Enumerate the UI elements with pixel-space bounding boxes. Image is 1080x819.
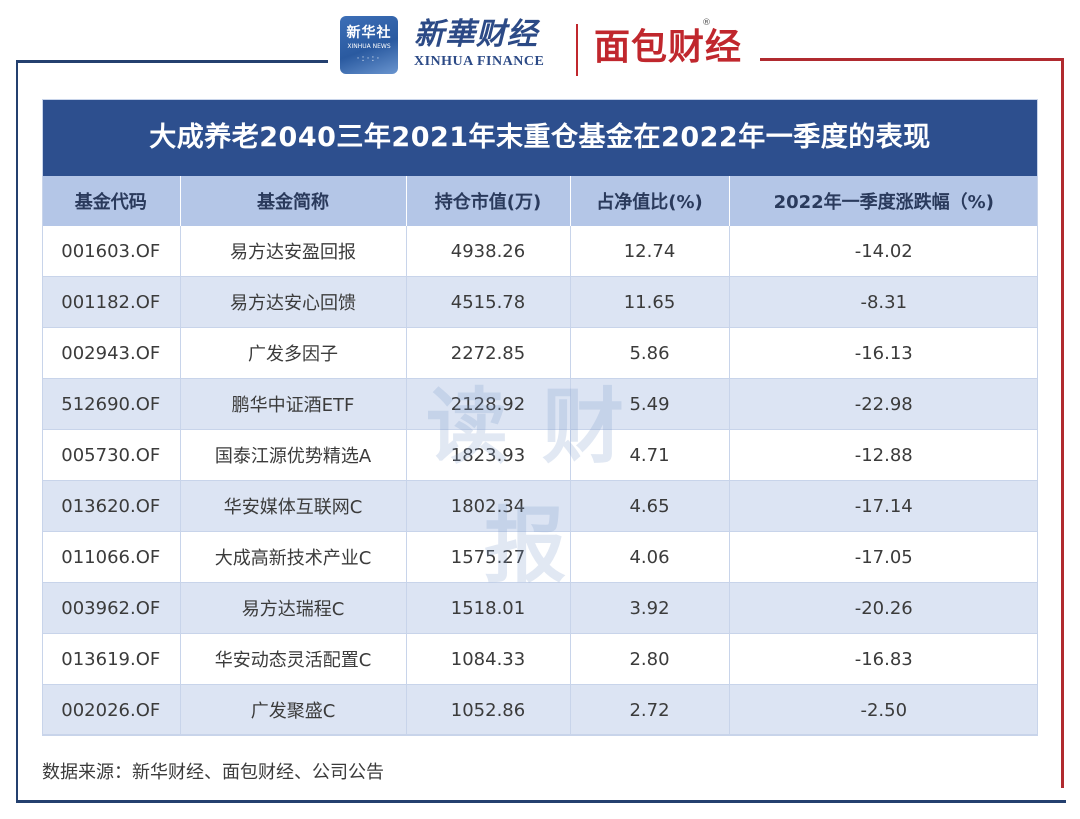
frame-top-right-line	[760, 58, 1064, 61]
data-source-note: 数据来源：新华财经、面包财经、公司公告	[42, 762, 384, 783]
fund-name-cell: 华安媒体互联网C	[180, 480, 407, 532]
market-value-cell: 1802.34	[406, 480, 571, 532]
logo-separator	[576, 24, 578, 76]
market-value-cell: 2272.85	[406, 327, 571, 379]
column-header-market-value: 持仓市值(万)	[406, 176, 571, 226]
xinhua-finance-logo-en: XINHUA FINANCE	[414, 54, 545, 69]
column-header-fund-code: 基金代码	[42, 176, 181, 226]
column-header-fund-name: 基金简称	[180, 176, 407, 226]
table-row: 005730.OF 国泰江源优势精选A 1823.93 4.71 -12.88	[42, 429, 1038, 481]
network-dots-icon: ·:·:·	[356, 54, 382, 64]
nav-ratio-cell: 4.71	[570, 429, 730, 481]
fund-code-cell: 013619.OF	[42, 633, 181, 685]
fund-name-cell: 易方达瑞程C	[180, 582, 407, 634]
market-value-cell: 4515.78	[406, 276, 571, 328]
nav-ratio-cell: 11.65	[570, 276, 730, 328]
fund-code-cell: 002026.OF	[42, 684, 181, 736]
table-row: 512690.OF 鹏华中证酒ETF 2128.92 5.49 -22.98	[42, 378, 1038, 430]
q1-change-cell: -17.05	[729, 531, 1038, 583]
table-row: 013619.OF 华安动态灵活配置C 1084.33 2.80 -16.83	[42, 633, 1038, 685]
fund-name-cell: 易方达安盈回报	[180, 226, 407, 277]
fund-code-cell: 013620.OF	[42, 480, 181, 532]
fund-code-cell: 001603.OF	[42, 226, 181, 277]
nav-ratio-cell: 5.86	[570, 327, 730, 379]
header-logos: 新华社 XINHUA NEWS ·:·:· 新華财经 XINHUA FINANC…	[340, 14, 760, 80]
fund-table-container: 大成养老2040三年2021年末重仓基金在2022年一季度的表现 基金代码 基金…	[42, 99, 1038, 736]
column-header-q1-change: 2022年一季度涨跌幅（%)	[729, 176, 1038, 226]
fund-code-cell: 003962.OF	[42, 582, 181, 634]
table-title: 大成养老2040三年2021年末重仓基金在2022年一季度的表现	[42, 99, 1038, 176]
frame-right-line	[1061, 58, 1064, 788]
q1-change-cell: -20.26	[729, 582, 1038, 634]
mianbao-finance-logo: 面包财经	[594, 27, 743, 68]
xinhua-news-logo: 新华社 XINHUA NEWS ·:·:·	[340, 16, 398, 74]
q1-change-cell: -12.88	[729, 429, 1038, 481]
xinhua-news-logo-cn: 新华社	[346, 25, 392, 41]
table-row: 011066.OF 大成高新技术产业C 1575.27 4.06 -17.05	[42, 531, 1038, 583]
market-value-cell: 1575.27	[406, 531, 571, 583]
table-row: 001603.OF 易方达安盈回报 4938.26 12.74 -14.02	[42, 226, 1038, 277]
market-value-cell: 1518.01	[406, 582, 571, 634]
fund-name-cell: 国泰江源优势精选A	[180, 429, 407, 481]
nav-ratio-cell: 2.72	[570, 684, 730, 736]
table-row: 002943.OF 广发多因子 2272.85 5.86 -16.13	[42, 327, 1038, 379]
q1-change-cell: -22.98	[729, 378, 1038, 430]
q1-change-cell: -8.31	[729, 276, 1038, 328]
q1-change-cell: -2.50	[729, 684, 1038, 736]
fund-code-cell: 011066.OF	[42, 531, 181, 583]
fund-name-cell: 华安动态灵活配置C	[180, 633, 407, 685]
nav-ratio-cell: 12.74	[570, 226, 730, 277]
xinhua-finance-logo: 新華财经 XINHUA FINANCE	[414, 18, 544, 70]
nav-ratio-cell: 3.92	[570, 582, 730, 634]
xinhua-news-logo-en: XINHUA NEWS	[347, 43, 391, 50]
nav-ratio-cell: 5.49	[570, 378, 730, 430]
table-row: 013620.OF 华安媒体互联网C 1802.34 4.65 -17.14	[42, 480, 1038, 532]
frame-top-left-line	[16, 60, 328, 63]
fund-name-cell: 广发多因子	[180, 327, 407, 379]
fund-name-cell: 广发聚盛C	[180, 684, 407, 736]
column-header-nav-ratio: 占净值比(%)	[570, 176, 730, 226]
table-header-row: 基金代码 基金简称 持仓市值(万) 占净值比(%) 2022年一季度涨跌幅（%)	[42, 176, 1038, 226]
market-value-cell: 2128.92	[406, 378, 571, 430]
q1-change-cell: -16.83	[729, 633, 1038, 685]
fund-code-cell: 005730.OF	[42, 429, 181, 481]
fund-code-cell: 512690.OF	[42, 378, 181, 430]
table-row: 001182.OF 易方达安心回馈 4515.78 11.65 -8.31	[42, 276, 1038, 328]
nav-ratio-cell: 4.06	[570, 531, 730, 583]
table-row: 002026.OF 广发聚盛C 1052.86 2.72 -2.50	[42, 684, 1038, 736]
market-value-cell: 1052.86	[406, 684, 571, 736]
registered-mark: ®	[702, 18, 711, 28]
market-value-cell: 1084.33	[406, 633, 571, 685]
q1-change-cell: -16.13	[729, 327, 1038, 379]
nav-ratio-cell: 2.80	[570, 633, 730, 685]
frame-left-line	[16, 60, 18, 802]
xinhua-finance-logo-cn: 新華财经	[414, 17, 538, 52]
market-value-cell: 1823.93	[406, 429, 571, 481]
fund-name-cell: 易方达安心回馈	[180, 276, 407, 328]
fund-name-cell: 鹏华中证酒ETF	[180, 378, 407, 430]
fund-name-cell: 大成高新技术产业C	[180, 531, 407, 583]
q1-change-cell: -14.02	[729, 226, 1038, 277]
market-value-cell: 4938.26	[406, 226, 571, 277]
frame-bottom-line	[16, 800, 1066, 803]
table-row: 003962.OF 易方达瑞程C 1518.01 3.92 -20.26	[42, 582, 1038, 634]
nav-ratio-cell: 4.65	[570, 480, 730, 532]
fund-table: 基金代码 基金简称 持仓市值(万) 占净值比(%) 2022年一季度涨跌幅（%)…	[42, 176, 1038, 736]
fund-code-cell: 001182.OF	[42, 276, 181, 328]
q1-change-cell: -17.14	[729, 480, 1038, 532]
fund-code-cell: 002943.OF	[42, 327, 181, 379]
